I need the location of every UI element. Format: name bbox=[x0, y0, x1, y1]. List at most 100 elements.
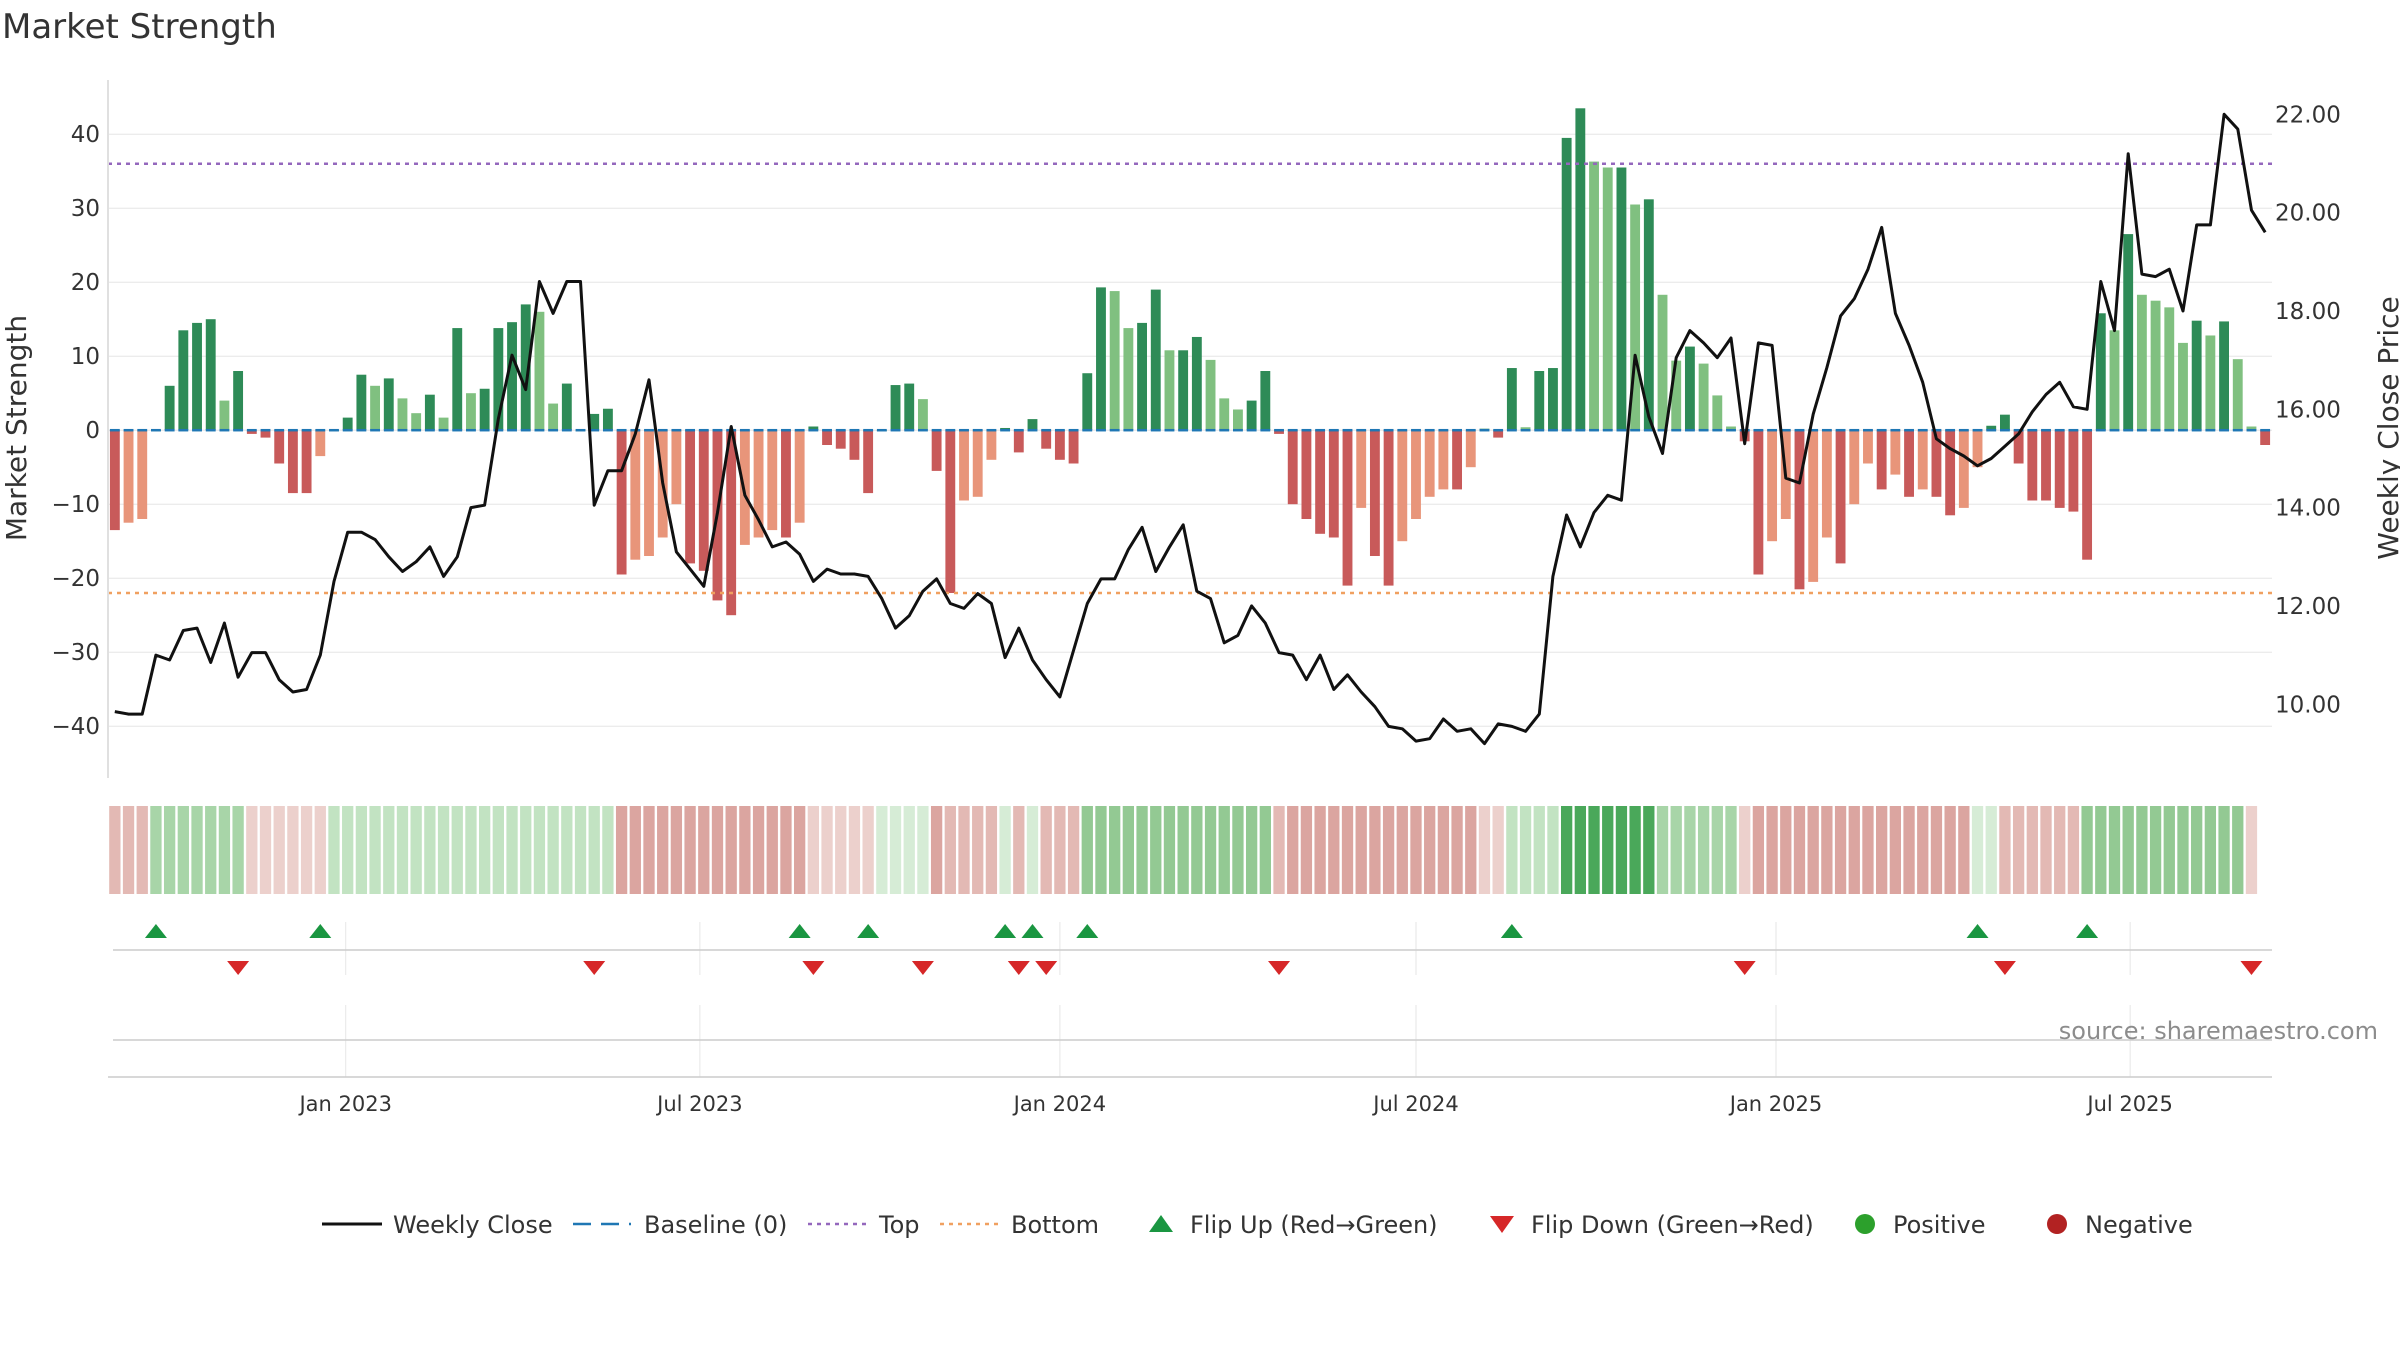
legend-label: Weekly Close bbox=[393, 1211, 553, 1239]
strength-bar bbox=[192, 322, 202, 431]
band-cell bbox=[821, 806, 833, 894]
band-cell bbox=[1109, 806, 1121, 894]
strength-bar bbox=[2054, 430, 2065, 508]
strength-bar bbox=[616, 430, 627, 575]
band-cell bbox=[1971, 806, 1984, 894]
strength-bar bbox=[1013, 430, 1024, 453]
strength-bar bbox=[602, 408, 613, 431]
band-cell bbox=[2204, 806, 2217, 894]
strength-bar bbox=[1328, 430, 1339, 538]
band-cell bbox=[917, 806, 929, 894]
strength-bar bbox=[1684, 346, 1695, 431]
strength-bar bbox=[1123, 328, 1134, 431]
strength-bar bbox=[972, 430, 983, 497]
band-cell bbox=[958, 806, 970, 894]
band-cell bbox=[807, 806, 820, 894]
band-cell bbox=[478, 806, 491, 894]
band-cell bbox=[1396, 806, 1408, 894]
strength-bar bbox=[2232, 359, 2243, 431]
strength-bar bbox=[370, 385, 381, 431]
strength-bar bbox=[411, 413, 422, 431]
strength-bar bbox=[644, 430, 654, 556]
band-cell bbox=[670, 806, 683, 894]
strength-bar bbox=[808, 426, 819, 431]
flip-up-marker bbox=[1500, 924, 1523, 938]
band-cell bbox=[1739, 806, 1751, 894]
strength-bar bbox=[781, 430, 791, 538]
x-tick-label: Jan 2024 bbox=[1012, 1092, 1107, 1116]
strength-bar bbox=[1315, 430, 1326, 534]
strength-bar bbox=[2178, 342, 2188, 431]
strength-bar bbox=[1150, 289, 1161, 431]
band-cell bbox=[1232, 806, 1244, 894]
x-tick-label: Jan 2025 bbox=[1728, 1092, 1823, 1116]
legend-item: Bottom bbox=[940, 1211, 1099, 1239]
strength-bar bbox=[2027, 430, 2038, 501]
band-cell bbox=[1697, 806, 1710, 894]
strength-bars bbox=[109, 108, 2271, 616]
band-cell bbox=[1218, 806, 1230, 894]
y-tick-label: −20 bbox=[51, 566, 100, 592]
strength-bar bbox=[1671, 360, 1682, 431]
band-cell bbox=[2081, 806, 2093, 894]
band-cell bbox=[424, 806, 436, 894]
flip-down-marker bbox=[1268, 961, 1291, 975]
band-cell bbox=[1615, 806, 1628, 894]
band-cell bbox=[396, 806, 409, 894]
strength-bar bbox=[301, 430, 312, 494]
band-cell bbox=[355, 806, 368, 894]
band-cell bbox=[1807, 806, 1819, 894]
strength-bar bbox=[164, 385, 175, 431]
band-cell bbox=[547, 806, 559, 894]
strength-bar bbox=[1369, 430, 1380, 556]
band-cell bbox=[1958, 806, 1970, 894]
y-tick-label: −10 bbox=[51, 492, 100, 518]
band-cell bbox=[930, 806, 943, 894]
strength-bar bbox=[1972, 430, 1983, 468]
band-cell bbox=[602, 806, 614, 894]
strength-bar bbox=[1849, 430, 1860, 505]
band-cell bbox=[2191, 806, 2203, 894]
strength-bar bbox=[1178, 350, 1189, 431]
strength-bar bbox=[493, 328, 504, 431]
band-cell bbox=[2067, 806, 2080, 894]
strength-bar bbox=[2260, 430, 2271, 445]
band-cell bbox=[1081, 806, 1093, 894]
band-cell bbox=[492, 806, 504, 894]
legend-item: Flip Up (Red→Green) bbox=[1149, 1211, 1438, 1239]
band-cell bbox=[999, 806, 1011, 894]
strength-bar bbox=[1794, 430, 1805, 590]
band-cell bbox=[1136, 806, 1148, 894]
y-tick-label: 30 bbox=[71, 196, 100, 222]
strength-bar bbox=[1890, 430, 1901, 475]
band-cell bbox=[752, 806, 765, 894]
band-cell bbox=[410, 806, 422, 894]
band-cell bbox=[328, 806, 340, 894]
strength-bar bbox=[1424, 430, 1435, 497]
flip-up-marker bbox=[309, 924, 332, 938]
strength-bar bbox=[233, 371, 244, 431]
strength-bar bbox=[835, 430, 846, 449]
strength-bar bbox=[246, 430, 257, 434]
flip-down-marker bbox=[2240, 961, 2263, 975]
flip-down-marker bbox=[802, 961, 825, 975]
legend-label: Flip Down (Green→Red) bbox=[1531, 1211, 1814, 1239]
band-cell bbox=[1355, 806, 1367, 894]
band-cell bbox=[657, 806, 669, 894]
strength-bar bbox=[1589, 161, 1599, 431]
y-tick-label: 0 bbox=[85, 418, 100, 444]
band-cell bbox=[972, 806, 984, 894]
legend-label: Positive bbox=[1893, 1211, 1986, 1239]
band-cell bbox=[2136, 806, 2148, 894]
strength-bar bbox=[1561, 137, 1572, 431]
y2-tick-label: 22.00 bbox=[2275, 102, 2341, 128]
flip-down-marker bbox=[911, 961, 934, 975]
band-cell bbox=[1519, 806, 1532, 894]
band-cell bbox=[2149, 806, 2162, 894]
strength-bar bbox=[137, 430, 148, 519]
band-cell bbox=[1054, 806, 1066, 894]
strength-bar bbox=[2082, 430, 2093, 560]
band-cell bbox=[1287, 806, 1299, 894]
band-cell bbox=[1122, 806, 1135, 894]
band-cell bbox=[1574, 806, 1586, 894]
